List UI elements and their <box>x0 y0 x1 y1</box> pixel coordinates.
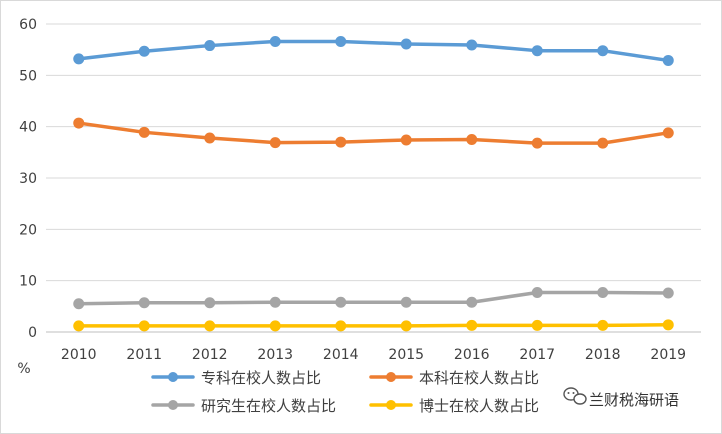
y-tick-label: 20 <box>19 222 37 238</box>
x-tick-label: 2011 <box>126 347 162 363</box>
x-tick-label: 2018 <box>585 347 621 363</box>
legend-entry: 本科在校人数占比 <box>369 369 539 387</box>
data-point <box>335 320 347 332</box>
series-line <box>77 323 670 328</box>
data-point <box>662 127 674 139</box>
data-point <box>466 39 478 51</box>
data-point <box>204 297 216 309</box>
legend-swatch-marker <box>386 372 396 382</box>
data-point <box>466 134 478 145</box>
data-point <box>400 38 412 50</box>
data-point <box>269 320 281 332</box>
x-tick-label: 2017 <box>519 347 555 363</box>
x-tick-label: 2010 <box>61 347 97 363</box>
series-2 <box>73 117 674 149</box>
data-point <box>662 54 674 66</box>
x-tick-label: 2016 <box>454 347 490 363</box>
data-point <box>335 296 347 308</box>
y-tick-label: 30 <box>19 171 37 187</box>
data-point <box>466 319 478 331</box>
legend-label: 专科在校人数占比 <box>201 369 321 387</box>
x-tick-label: 2013 <box>257 347 293 363</box>
x-tick-label: 2015 <box>388 347 424 363</box>
data-point <box>269 137 281 149</box>
data-point <box>662 287 674 299</box>
data-point <box>400 320 412 332</box>
data-point <box>466 296 478 308</box>
data-point <box>138 126 150 138</box>
data-point <box>597 286 609 298</box>
data-point <box>662 319 674 331</box>
x-axis-ticks: 2010 2011 2012 2013 2014 2015 2016 2017 2018 2019 <box>61 347 686 363</box>
y-tick-label: 40 <box>19 120 37 136</box>
x-tick-label: 2019 <box>650 347 686 363</box>
legend-label: 研究生在校人数占比 <box>201 397 336 415</box>
data-point <box>204 40 216 52</box>
y-tick-label: 0 <box>28 325 37 341</box>
y-axis-ticks: 0 10 20 30 40 50 60 <box>19 17 37 341</box>
legend-entry: 研究生在校人数占比 <box>151 397 336 415</box>
legend-label: 本科在校人数占比 <box>419 369 539 387</box>
data-point <box>73 320 85 332</box>
data-point <box>204 320 216 332</box>
legend-swatch-marker <box>386 400 396 410</box>
wechat-icon <box>563 387 587 405</box>
series-line <box>77 39 670 63</box>
data-point <box>204 132 216 144</box>
data-point <box>138 297 150 309</box>
legend-entry: 专科在校人数占比 <box>151 369 321 387</box>
series-4 <box>73 319 674 332</box>
x-tick-label: 2014 <box>323 347 359 363</box>
data-point <box>138 320 150 332</box>
data-point <box>531 45 543 57</box>
data-point <box>400 134 412 146</box>
data-point <box>335 136 347 148</box>
data-point <box>597 319 609 331</box>
data-point <box>138 45 150 57</box>
data-point <box>531 286 543 298</box>
series-line <box>77 121 670 145</box>
gridlines <box>46 23 701 333</box>
legend-swatch-marker <box>168 372 178 382</box>
data-point <box>73 298 85 310</box>
y-tick-label: 50 <box>19 68 37 84</box>
legend-label: 博士在校人数占比 <box>419 397 539 415</box>
data-point <box>269 35 281 47</box>
data-point <box>269 296 281 308</box>
data-point <box>400 296 412 308</box>
y-tick-label: 10 <box>19 274 37 290</box>
y-tick-label: 60 <box>19 17 37 33</box>
legend-entry: 博士在校人数占比 <box>369 397 539 415</box>
series-1 <box>73 35 674 66</box>
legend-swatch-marker <box>168 400 178 410</box>
series-3 <box>73 286 674 310</box>
data-point <box>531 319 543 331</box>
series-lines <box>73 35 674 332</box>
data-point <box>73 117 85 129</box>
data-point <box>335 35 347 47</box>
data-point <box>531 137 543 149</box>
watermark: 兰财税海研语 <box>563 387 679 409</box>
data-point <box>597 137 609 149</box>
data-point <box>73 53 85 65</box>
data-point <box>597 45 609 57</box>
y-axis-unit-label: % <box>17 361 30 377</box>
watermark-text: 兰财税海研语 <box>589 391 679 409</box>
series-line <box>77 290 670 306</box>
x-tick-label: 2012 <box>192 347 228 363</box>
